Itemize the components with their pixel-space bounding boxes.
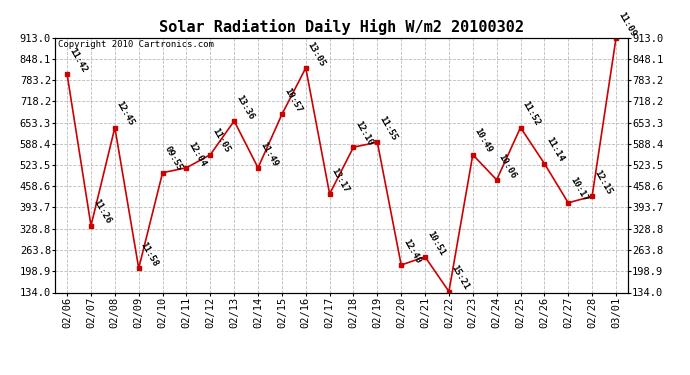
Text: 10:51: 10:51 bbox=[425, 229, 446, 257]
Text: 09:55: 09:55 bbox=[163, 145, 184, 173]
Text: 12:40: 12:40 bbox=[401, 237, 422, 265]
Text: 15:21: 15:21 bbox=[449, 264, 470, 291]
Text: 13:36: 13:36 bbox=[234, 93, 255, 121]
Text: 11:52: 11:52 bbox=[520, 100, 542, 128]
Text: 12:15: 12:15 bbox=[592, 168, 613, 196]
Text: 11:55: 11:55 bbox=[377, 114, 399, 142]
Text: 10:49: 10:49 bbox=[473, 127, 494, 155]
Text: 11:14: 11:14 bbox=[544, 136, 566, 164]
Text: 11:42: 11:42 bbox=[67, 47, 88, 75]
Text: 10:57: 10:57 bbox=[282, 87, 303, 114]
Text: 11:49: 11:49 bbox=[258, 140, 279, 168]
Text: 11:09: 11:09 bbox=[616, 11, 637, 39]
Text: 13:05: 13:05 bbox=[306, 40, 327, 68]
Text: 12:45: 12:45 bbox=[115, 100, 136, 128]
Text: 13:17: 13:17 bbox=[330, 166, 351, 194]
Text: 11:26: 11:26 bbox=[91, 198, 112, 226]
Text: 11:05: 11:05 bbox=[210, 127, 232, 155]
Title: Solar Radiation Daily High W/m2 20100302: Solar Radiation Daily High W/m2 20100302 bbox=[159, 19, 524, 35]
Text: 10:17: 10:17 bbox=[569, 175, 589, 203]
Text: 12:10: 12:10 bbox=[353, 119, 375, 147]
Text: Copyright 2010 Cartronics.com: Copyright 2010 Cartronics.com bbox=[58, 40, 214, 49]
Text: 11:58: 11:58 bbox=[139, 240, 160, 268]
Text: 10:06: 10:06 bbox=[497, 152, 518, 180]
Text: 12:04: 12:04 bbox=[186, 140, 208, 168]
